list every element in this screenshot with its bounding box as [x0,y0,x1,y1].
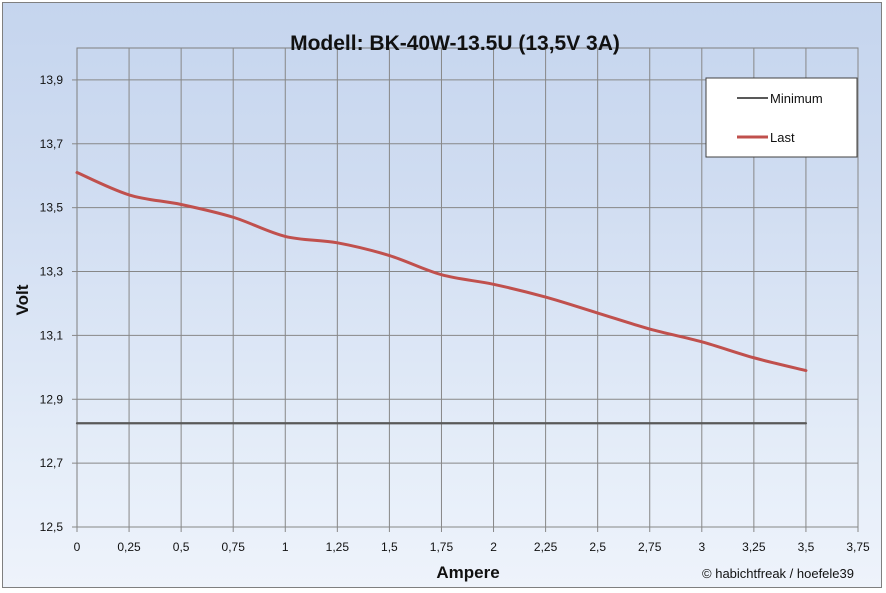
x-tick-label: 3,75 [846,540,870,554]
x-tick-label: 3 [698,540,705,554]
y-tick-label: 13,1 [40,328,64,342]
series-line-last [75,171,808,373]
y-tick-label: 12,7 [40,456,64,470]
chart-title: Modell: BK-40W-13.5U (13,5V 3A) [290,32,620,55]
x-tick-label: 2,25 [534,540,558,554]
x-axis-title: Ampere [436,563,499,582]
x-tick-label: 2,5 [589,540,606,554]
credit-text: © habichtfreak / hoefele39 [702,566,854,581]
x-tick-label: 1,5 [381,540,398,554]
x-tick-labels: 0 0,25 0,5 0,75 1 1,25 1,5 1,75 2 2,25 2,5 2,75 3 3,2… [74,540,870,554]
legend-label-minimum: Minimum [770,91,823,106]
x-tick-label: 3,5 [798,540,815,554]
y-tick-label: 12,9 [40,392,64,406]
legend: Minimum Last [705,77,858,158]
y-axis-title: Volt [13,284,32,315]
legend-label-last: Last [770,130,795,145]
x-tick-label: 1,25 [326,540,350,554]
x-tick-label: 0,5 [173,540,190,554]
series-group [75,171,808,425]
x-tick-label: 0,25 [117,540,141,554]
x-tick-label: 2,75 [638,540,662,554]
y-tick-label: 12,5 [40,520,64,534]
x-tick-label: 3,25 [742,540,766,554]
y-tick-label: 13,3 [40,265,64,279]
x-tick-label: 2 [490,540,497,554]
y-tick-label: 13,5 [40,201,64,215]
x-tick-label: 1,75 [430,540,454,554]
x-tick-label: 0,75 [222,540,246,554]
y-tick-labels: 12,5 12,7 12,9 13,1 13,3 13,5 13,7 13,9 [40,73,64,534]
x-tick-label: 0 [74,540,81,554]
x-tick-label: 1 [282,540,289,554]
y-tick-label: 13,7 [40,137,64,151]
grid [72,48,859,532]
legend-box [705,77,858,158]
y-tick-label: 13,9 [40,73,64,87]
